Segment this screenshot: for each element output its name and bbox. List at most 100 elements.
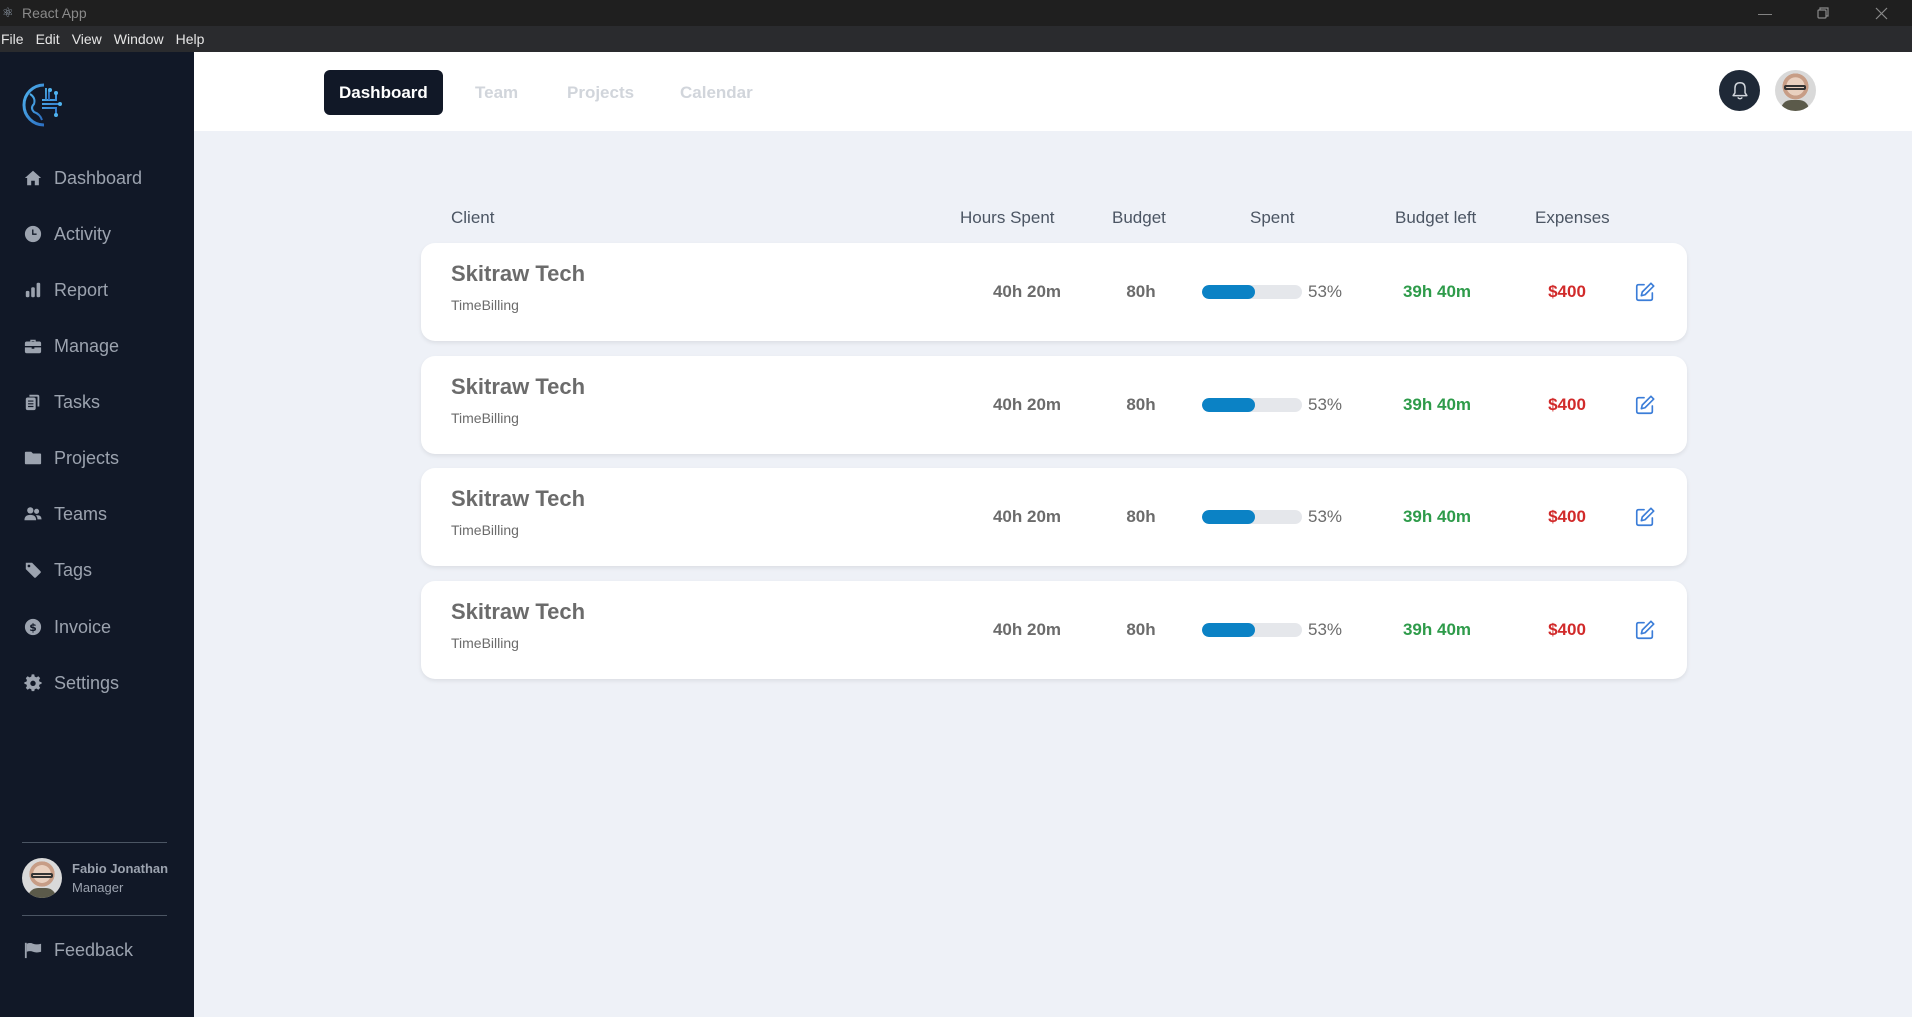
sidebar-item-label: Invoice — [54, 616, 112, 637]
menu-help[interactable]: Help — [175, 31, 205, 47]
spent-percent: 53% — [1308, 282, 1343, 301]
column-header-budget-left: Budget left — [1395, 208, 1477, 227]
gear-icon — [23, 673, 43, 693]
sidebar-item-label: Settings — [54, 672, 120, 693]
notifications-button[interactable] — [1719, 70, 1760, 111]
column-header-expenses: Expenses — [1535, 208, 1610, 227]
budget: 80h — [1126, 395, 1156, 414]
tab-calendar[interactable]: Calendar — [680, 82, 753, 102]
sidebar-item-label: Manage — [54, 335, 120, 356]
expenses: $400 — [1548, 620, 1586, 639]
sidebar-item-activity[interactable]: Activity — [0, 214, 194, 254]
column-header-spent: Spent — [1250, 208, 1295, 227]
client-subtitle: TimeBilling — [451, 635, 519, 651]
tab-dashboard[interactable]: Dashboard — [324, 70, 443, 115]
user-name: Fabio Jonathan — [72, 861, 169, 876]
budget-left: 39h 40m — [1402, 282, 1472, 301]
sidebar-item-tags[interactable]: Tags — [0, 550, 194, 590]
close-button[interactable] — [1858, 0, 1904, 26]
sidebar-divider — [22, 915, 167, 916]
sidebar: Dashboard Activity Report Manage Tasks P… — [0, 52, 194, 1017]
tab-team[interactable]: Team — [475, 82, 519, 102]
sidebar-item-feedback[interactable]: Feedback — [0, 930, 194, 970]
menu-view[interactable]: View — [71, 31, 102, 47]
window-title: React App — [22, 5, 87, 21]
spent-progress-bar — [1202, 398, 1302, 412]
bar-chart-icon — [23, 280, 43, 300]
client-name: Skitraw Tech — [451, 599, 586, 624]
sidebar-item-settings[interactable]: Settings — [0, 663, 194, 703]
budget-left: 39h 40m — [1402, 507, 1472, 526]
edit-icon[interactable] — [1634, 394, 1656, 416]
sidebar-divider — [22, 842, 167, 843]
menu-file[interactable]: File — [1, 31, 24, 47]
hours-spent: 40h 20m — [992, 282, 1062, 301]
spent-progress-fill — [1202, 285, 1255, 299]
clipboard-icon — [23, 392, 43, 412]
budget-left: 39h 40m — [1402, 395, 1472, 414]
client-subtitle: TimeBilling — [451, 297, 519, 313]
user-role: Manager — [72, 880, 124, 895]
edit-icon[interactable] — [1634, 506, 1656, 528]
edit-icon[interactable] — [1634, 619, 1656, 641]
tab-projects[interactable]: Projects — [567, 82, 635, 102]
avatar-glasses — [1784, 85, 1806, 90]
budget: 80h — [1126, 282, 1156, 301]
restore-icon — [1817, 7, 1829, 19]
close-icon — [1875, 7, 1887, 19]
sidebar-item-label: Feedback — [54, 939, 134, 960]
column-header-client: Client — [451, 208, 495, 227]
table-row[interactable]: Skitraw Tech TimeBilling 40h 20m 80h 53%… — [421, 356, 1687, 454]
sidebar-item-projects[interactable]: Projects — [0, 438, 194, 478]
spent-progress-fill — [1202, 398, 1255, 412]
sidebar-item-tasks[interactable]: Tasks — [0, 382, 194, 422]
spent-percent: 53% — [1308, 395, 1343, 414]
sidebar-item-label: Report — [54, 279, 109, 300]
header-user-avatar[interactable] — [1775, 70, 1816, 111]
avatar-shirt — [1781, 100, 1809, 111]
expenses: $400 — [1548, 395, 1586, 414]
window-title-bar: ⚛ React App — — [0, 0, 1912, 26]
sidebar-item-dashboard[interactable]: Dashboard — [0, 158, 194, 198]
react-app-icon: ⚛ — [2, 5, 14, 20]
budget: 80h — [1126, 507, 1156, 526]
spent-percent: 53% — [1308, 507, 1343, 526]
top-header: Dashboard Team Projects Calendar — [194, 52, 1912, 131]
svg-text:$: $ — [29, 621, 37, 634]
tag-icon — [23, 560, 43, 580]
hours-spent: 40h 20m — [992, 507, 1062, 526]
menu-window[interactable]: Window — [113, 31, 164, 47]
spent-progress-bar — [1202, 510, 1302, 524]
column-header-budget: Budget — [1112, 208, 1166, 227]
avatar-glasses — [31, 873, 53, 878]
budget: 80h — [1126, 620, 1156, 639]
table-row[interactable]: Skitraw Tech TimeBilling 40h 20m 80h 53%… — [421, 468, 1687, 566]
client-name: Skitraw Tech — [451, 486, 586, 511]
spent-progress-bar — [1202, 623, 1302, 637]
edit-icon[interactable] — [1634, 281, 1656, 303]
spent-progress-bar — [1202, 285, 1302, 299]
sidebar-item-label: Tags — [54, 559, 93, 580]
client-name: Skitraw Tech — [451, 374, 586, 399]
sidebar-item-invoice[interactable]: $ Invoice — [0, 607, 194, 647]
table-row[interactable]: Skitraw Tech TimeBilling 40h 20m 80h 53%… — [421, 243, 1687, 341]
client-subtitle: TimeBilling — [451, 522, 519, 538]
sidebar-item-label: Dashboard — [54, 167, 143, 188]
restore-button[interactable] — [1800, 0, 1846, 26]
home-icon — [23, 168, 43, 188]
client-subtitle: TimeBilling — [451, 410, 519, 426]
sidebar-item-label: Activity — [54, 223, 112, 244]
circuit-globe-logo-icon[interactable] — [20, 80, 70, 130]
table-row[interactable]: Skitraw Tech TimeBilling 40h 20m 80h 53%… — [421, 581, 1687, 679]
menu-edit[interactable]: Edit — [35, 31, 60, 47]
menu-bar: File Edit View Window Help — [0, 26, 1912, 52]
sidebar-item-teams[interactable]: Teams — [0, 494, 194, 534]
avatar-shirt — [28, 888, 56, 898]
minimize-button[interactable]: — — [1742, 0, 1788, 26]
user-profile[interactable]: Fabio Jonathan Manager — [22, 858, 168, 898]
flag-icon — [23, 940, 43, 960]
sidebar-item-manage[interactable]: Manage — [0, 326, 194, 366]
spent-progress-fill — [1202, 510, 1255, 524]
spent-percent: 53% — [1308, 620, 1343, 639]
sidebar-item-report[interactable]: Report — [0, 270, 194, 310]
